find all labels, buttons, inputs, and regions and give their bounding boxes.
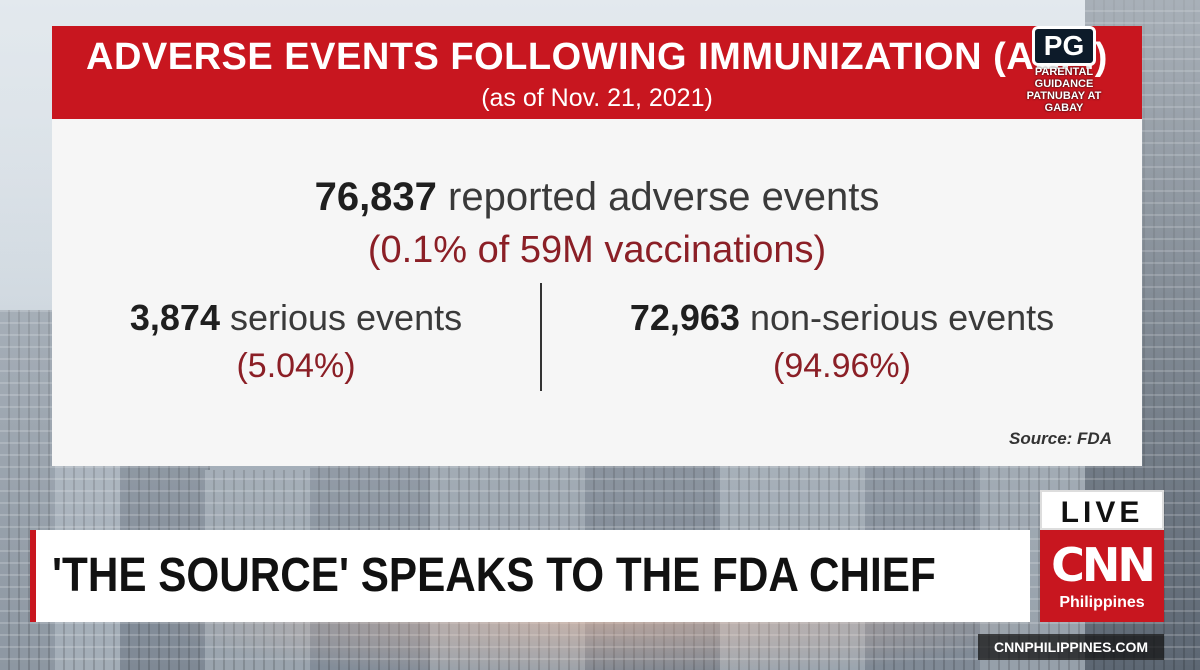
pg-text-line1: PARENTAL GUIDANCE	[1034, 66, 1094, 90]
lower-third-headline: 'THE SOURCE' SPEAKS TO THE FDA CHIEF	[52, 549, 936, 602]
pg-rating: PG PARENTAL GUIDANCE PATNUBAY AT GABAY	[1008, 26, 1120, 114]
source-credit: Source: FDA	[1009, 429, 1112, 448]
pg-text-line2: PATNUBAY AT GABAY	[1026, 90, 1102, 114]
graphic-body: 76,837 reported adverse events (0.1% of …	[52, 119, 1142, 466]
website-bug: CNNPHILIPPINES.COM	[978, 634, 1164, 660]
graphic-title: ADVERSE EVENTS FOLLOWING IMMUNIZATION (A…	[86, 36, 1108, 78]
live-label: LIVE	[1060, 496, 1144, 529]
non-serious-events-percentage: (94.96%)	[773, 347, 911, 385]
non-serious-events-block: 72,963 non-serious events (94.96%)	[542, 297, 1142, 386]
serious-events-percentage: (5.04%)	[236, 347, 356, 385]
total-events-count: 76,837	[314, 175, 437, 219]
total-events-percentage: (0.1% of 59M vaccinations)	[367, 229, 827, 271]
cnn-logo-text: CNN	[1051, 538, 1156, 592]
stats-divider	[540, 283, 542, 391]
pg-badge: PG	[1032, 26, 1096, 66]
total-events-label: reported adverse events	[448, 175, 880, 219]
serious-events-label: serious events	[229, 297, 463, 338]
non-serious-events-count: 72,963	[629, 297, 740, 338]
network-logo: CNN Philippines	[1040, 530, 1164, 622]
lower-third-accent	[30, 530, 36, 622]
serious-events-block: 3,874 serious events (5.04%)	[52, 297, 540, 386]
total-events-line: 76,837 reported adverse events	[52, 175, 1142, 220]
live-badge: LIVE	[1040, 490, 1164, 530]
network-country: Philippines	[1059, 594, 1145, 611]
aefi-info-graphic: ADVERSE EVENTS FOLLOWING IMMUNIZATION (A…	[52, 26, 1142, 466]
graphic-header: ADVERSE EVENTS FOLLOWING IMMUNIZATION (A…	[52, 26, 1142, 119]
serious-events-count: 3,874	[129, 297, 220, 338]
website-url: CNNPHILIPPINES.COM	[993, 639, 1148, 655]
non-serious-events-label: non-serious events	[749, 297, 1055, 338]
graphic-subtitle: (as of Nov. 21, 2021)	[481, 84, 713, 112]
lower-third-bar	[30, 530, 1030, 622]
